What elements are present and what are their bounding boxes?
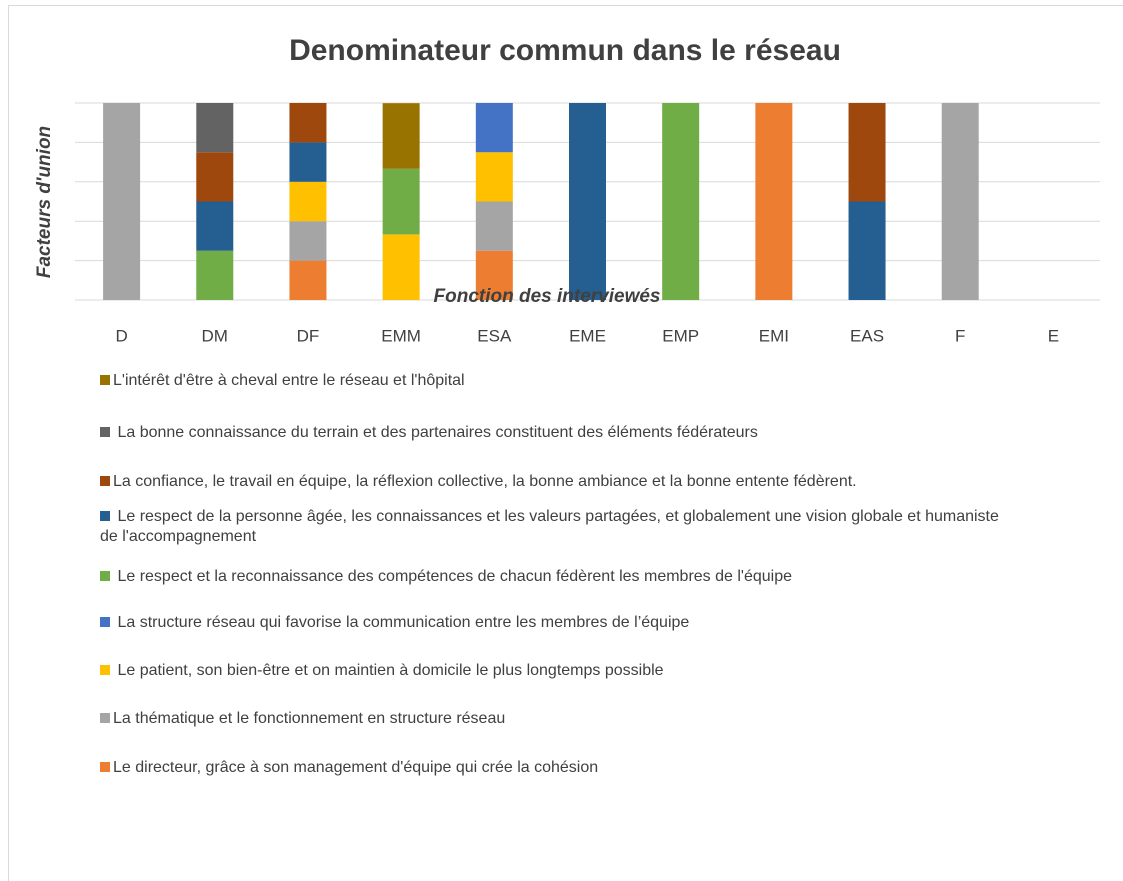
legend-swatch bbox=[100, 571, 110, 581]
legend-swatch bbox=[100, 375, 110, 385]
bar-segment bbox=[475, 103, 513, 153]
legend-swatch bbox=[100, 427, 110, 437]
x-tick-label: EAS bbox=[850, 326, 884, 345]
bar-segment bbox=[103, 103, 141, 300]
chart-border bbox=[8, 5, 1123, 881]
bar-segment bbox=[289, 181, 327, 222]
bar-segment bbox=[289, 260, 327, 300]
legend-label: La structure réseau qui favorise la comm… bbox=[113, 614, 690, 631]
legend-swatch bbox=[100, 762, 110, 772]
x-tick-label: EMI bbox=[759, 326, 789, 345]
bar-segment bbox=[196, 152, 234, 202]
legend-swatch bbox=[100, 476, 110, 486]
legend-item: Le respect de la personne âgée, les conn… bbox=[100, 507, 1020, 547]
legend-item: La bonne connaissance du terrain et des … bbox=[100, 423, 1020, 443]
bar-segment bbox=[289, 142, 327, 182]
legend-label: La confiance, le travail en équipe, la r… bbox=[113, 473, 857, 490]
x-tick-label: EMP bbox=[662, 326, 699, 345]
legend-swatch bbox=[100, 617, 110, 627]
bar-segment bbox=[289, 103, 327, 143]
x-tick-label: ESA bbox=[477, 326, 512, 345]
legend-label: Le patient, son bien-être et on maintien… bbox=[113, 662, 664, 679]
legend-label: La thématique et le fonctionnement en st… bbox=[113, 710, 506, 727]
bar-segment bbox=[196, 103, 234, 153]
legend-item: L'intérêt d'être à cheval entre le résea… bbox=[100, 371, 1020, 391]
bar-segment bbox=[289, 221, 327, 261]
legend-swatch bbox=[100, 665, 110, 675]
bar-segment bbox=[475, 152, 513, 202]
legend-item: Le patient, son bien-être et on maintien… bbox=[100, 661, 1020, 681]
legend-item: La thématique et le fonctionnement en st… bbox=[100, 709, 1020, 729]
bar-segment bbox=[848, 103, 886, 202]
legend-label: La bonne connaissance du terrain et des … bbox=[113, 424, 758, 441]
bar-segment bbox=[848, 201, 886, 300]
bar-segment bbox=[662, 103, 700, 300]
x-tick-label: E bbox=[1048, 326, 1059, 345]
legend-item: Le directeur, grâce à son management d'é… bbox=[100, 758, 1020, 778]
x-tick-label: EME bbox=[569, 326, 606, 345]
bar-segment bbox=[196, 250, 234, 300]
bar-segment bbox=[382, 234, 420, 300]
chart-title: Denominateur commun dans le réseau bbox=[289, 34, 841, 67]
bar-segment bbox=[755, 103, 793, 300]
bar-segment bbox=[196, 201, 234, 251]
bar-segment bbox=[382, 103, 420, 169]
x-tick-label: DM bbox=[202, 326, 228, 345]
legend-label: Le respect et la reconnaissance des comp… bbox=[113, 568, 793, 585]
bar-segment bbox=[475, 201, 513, 251]
x-tick-label: DF bbox=[297, 326, 320, 345]
x-axis-label: Fonction des interviewés bbox=[434, 286, 661, 307]
legend-item: Le respect et la reconnaissance des comp… bbox=[100, 567, 1020, 587]
legend-swatch bbox=[100, 713, 110, 723]
x-tick-label: D bbox=[115, 326, 127, 345]
legend-item: La confiance, le travail en équipe, la r… bbox=[100, 472, 1020, 492]
y-axis-label: Facteurs d'union bbox=[34, 126, 55, 278]
legend-swatch bbox=[100, 511, 110, 521]
bar-segment bbox=[475, 250, 513, 300]
bar-segment bbox=[941, 103, 979, 300]
x-tick-label: F bbox=[955, 326, 965, 345]
legend-label: Le respect de la personne âgée, les conn… bbox=[100, 508, 999, 545]
bar-segment bbox=[382, 168, 420, 235]
legend-item: La structure réseau qui favorise la comm… bbox=[100, 613, 1020, 633]
legend-label: L'intérêt d'être à cheval entre le résea… bbox=[113, 372, 465, 389]
bar-segment bbox=[569, 103, 606, 300]
legend-label: Le directeur, grâce à son management d'é… bbox=[113, 759, 599, 776]
x-tick-label: EMM bbox=[381, 326, 421, 345]
